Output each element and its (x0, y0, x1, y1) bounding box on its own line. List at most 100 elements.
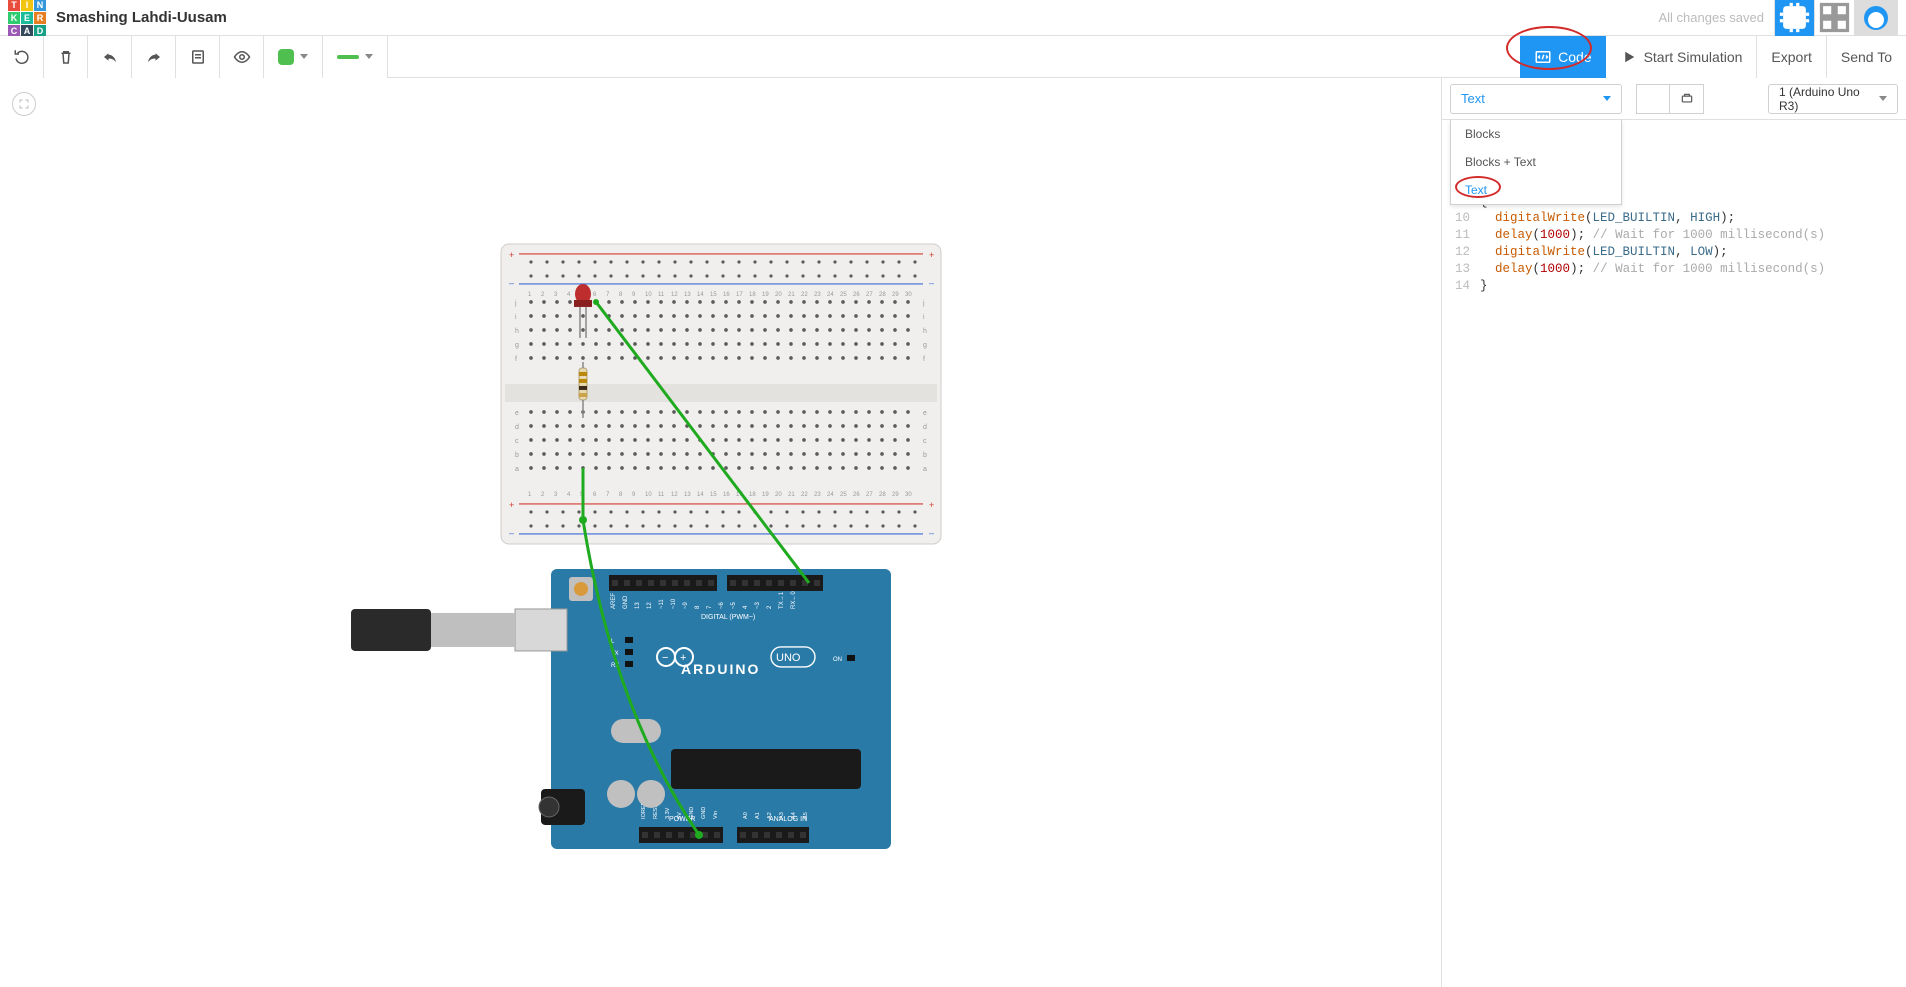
svg-text:18: 18 (749, 491, 756, 497)
code-button[interactable]: Code (1520, 36, 1605, 78)
svg-text:~10: ~10 (671, 598, 677, 609)
svg-text:27: 27 (866, 491, 873, 497)
svg-text:ANALOG IN: ANALOG IN (769, 815, 807, 822)
simulate-label: Start Simulation (1644, 49, 1743, 65)
tinkercad-logo[interactable]: TINKERCAD (8, 0, 46, 37)
code-editor[interactable]: 5 OUTPUT);6}78void loop()9{10 digitalWri… (1442, 120, 1906, 987)
svg-text:j: j (922, 299, 925, 306)
svg-text:23: 23 (814, 491, 821, 497)
download-code-button[interactable] (1636, 84, 1670, 114)
svg-text:16: 16 (723, 491, 730, 497)
svg-text:13: 13 (635, 601, 641, 608)
code-panel-toolbar: Text BlocksBlocks + TextText 1 (Arduino … (1442, 78, 1906, 120)
svg-text:13: 13 (684, 291, 691, 297)
svg-text:−: − (662, 651, 668, 663)
svg-text:b: b (515, 451, 519, 458)
svg-text:c: c (515, 437, 519, 444)
svg-text:a: a (923, 465, 927, 472)
svg-text:17: 17 (736, 291, 743, 297)
svg-text:12: 12 (671, 291, 678, 297)
svg-text:12: 12 (647, 601, 653, 608)
svg-text:11: 11 (658, 491, 665, 497)
export-button[interactable]: Export (1757, 36, 1826, 78)
svg-text:5V: 5V (677, 811, 683, 818)
code-line: 10 digitalWrite(LED_BUILTIN, HIGH); (1446, 210, 1902, 227)
svg-text:UNO: UNO (776, 651, 801, 663)
mode-selected-label: Text (1461, 91, 1485, 106)
header: TINKERCAD Smashing Lahdi-Uusam All chang… (0, 0, 1906, 36)
svg-text:+: + (929, 499, 934, 509)
svg-text:A4: A4 (791, 812, 797, 819)
svg-text:12: 12 (671, 491, 678, 497)
start-simulation-button[interactable]: Start Simulation (1606, 36, 1758, 78)
circuits-view-button[interactable] (1774, 0, 1814, 36)
svg-text:A1: A1 (755, 812, 761, 819)
svg-text:21: 21 (788, 291, 795, 297)
rotate-button[interactable] (0, 36, 44, 78)
redo-button[interactable] (132, 36, 176, 78)
svg-text:A0: A0 (743, 812, 749, 819)
code-panel: Text BlocksBlocks + TextText 1 (Arduino … (1441, 78, 1906, 987)
svg-text:25: 25 (840, 291, 847, 297)
svg-text:23: 23 (814, 291, 821, 297)
svg-text:AREF: AREF (611, 592, 617, 608)
svg-text:Vin: Vin (713, 811, 719, 819)
sendto-label: Send To (1841, 49, 1892, 65)
svg-text:j: j (514, 299, 517, 306)
svg-text:d: d (515, 423, 519, 430)
svg-text:GND: GND (689, 806, 695, 818)
svg-text:d: d (923, 423, 927, 430)
export-label: Export (1771, 49, 1811, 65)
code-line: 12 digitalWrite(LED_BUILTIN, LOW); (1446, 244, 1902, 261)
notes-button[interactable] (176, 36, 220, 78)
serial-monitor-button[interactable] (1670, 84, 1704, 114)
fit-to-view-button[interactable] (12, 92, 36, 116)
svg-text:e: e (923, 409, 927, 416)
project-title[interactable]: Smashing Lahdi-Uusam (56, 9, 227, 26)
svg-text:~3: ~3 (755, 601, 761, 609)
svg-text:ARDUINO: ARDUINO (681, 660, 760, 676)
svg-text:30: 30 (905, 291, 912, 297)
svg-text:A2: A2 (767, 812, 773, 819)
board-select[interactable]: 1 (Arduino Uno R3) (1768, 84, 1898, 114)
visibility-button[interactable] (220, 36, 264, 78)
design-canvas[interactable]: ++––++––11223344556677889910101111121213… (0, 78, 1441, 987)
svg-text:DIGITAL (PWM~): DIGITAL (PWM~) (701, 613, 755, 620)
svg-text:22: 22 (801, 491, 808, 497)
svg-text:h: h (923, 327, 927, 334)
svg-text:15: 15 (710, 291, 717, 297)
schematic-view-button[interactable] (1814, 0, 1854, 36)
circuit-diagram[interactable]: ++––++––11223344556677889910101111121213… (351, 233, 1091, 856)
undo-button[interactable] (88, 36, 132, 78)
svg-text:20: 20 (775, 291, 782, 297)
wire-color-picker[interactable] (323, 36, 388, 78)
svg-text:f: f (923, 355, 925, 362)
mode-option-blocks[interactable]: Blocks (1451, 120, 1621, 148)
svg-text:~6: ~6 (719, 601, 725, 609)
save-status: All changes saved (1658, 10, 1764, 25)
annotation-circle-text (1455, 176, 1501, 198)
code-line: 13 delay(1000); // Wait for 1000 millise… (1446, 261, 1902, 278)
code-mode-select[interactable]: Text (1450, 84, 1622, 114)
svg-text:f: f (515, 355, 517, 362)
svg-text:19: 19 (762, 291, 769, 297)
svg-text:20: 20 (775, 491, 782, 497)
svg-text:28: 28 (879, 291, 886, 297)
send-to-button[interactable]: Send To (1827, 36, 1906, 78)
svg-text:g: g (923, 341, 927, 348)
svg-text:GND: GND (623, 594, 629, 608)
user-avatar[interactable] (1854, 0, 1898, 36)
svg-text:26: 26 (853, 491, 860, 497)
fill-color-picker[interactable] (264, 36, 323, 78)
mode-option-blocks-text[interactable]: Blocks + Text (1451, 148, 1621, 176)
svg-text:27: 27 (866, 291, 873, 297)
svg-text:a: a (515, 465, 519, 472)
svg-text:22: 22 (801, 291, 808, 297)
code-button-label: Code (1558, 49, 1591, 65)
svg-text:29: 29 (892, 491, 899, 497)
svg-text:24: 24 (827, 491, 834, 497)
svg-text:+: + (929, 249, 934, 259)
svg-text:b: b (923, 451, 927, 458)
delete-button[interactable] (44, 36, 88, 78)
mode-option-text[interactable]: Text (1451, 176, 1621, 204)
